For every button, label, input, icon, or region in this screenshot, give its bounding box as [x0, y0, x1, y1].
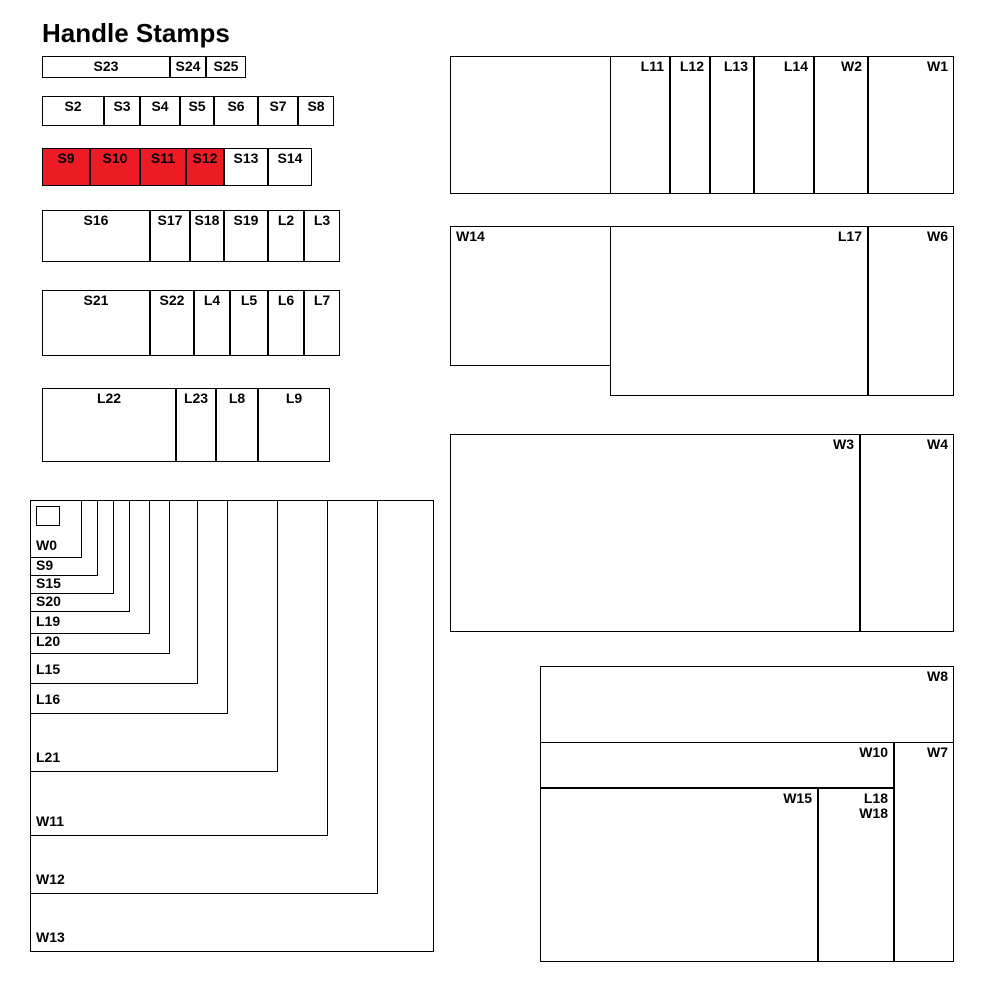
stamp-label-S9: S9 — [57, 151, 74, 166]
stamp-label-L8: L8 — [229, 391, 245, 406]
stamp-box-W3 — [450, 434, 860, 632]
stamp-label-S2: S2 — [64, 99, 81, 114]
stamp-label-L7: L7 — [314, 293, 330, 308]
stamp-label-S13: S13 — [234, 151, 259, 166]
stamp-box-L14 — [754, 56, 814, 194]
stamp-label-L3: L3 — [314, 213, 330, 228]
stamp-box-W6 — [868, 226, 954, 396]
stamp-label-S20: S20 — [36, 594, 61, 609]
stamp-box-W4 — [860, 434, 954, 632]
stamp-label-L13: L13 — [724, 59, 748, 74]
stamp-label-S22: S22 — [160, 293, 185, 308]
stamp-box-W10 — [540, 742, 894, 788]
stamp-box-W7 — [894, 742, 954, 962]
stamp-label-S24: S24 — [176, 59, 201, 74]
stamp-label-W6: W6 — [927, 229, 948, 244]
stamp-label-L2: L2 — [278, 213, 294, 228]
stamp-label-W12: W12 — [36, 872, 65, 887]
stamp-label-L17: L17 — [838, 229, 862, 244]
stamp-box-W1 — [868, 56, 954, 194]
stamp-box-L12 — [670, 56, 710, 194]
stamp-label-W1: W1 — [927, 59, 948, 74]
stamp-label-S10: S10 — [103, 151, 128, 166]
stamp-label-L6: L6 — [278, 293, 294, 308]
stamp-label-L20: L20 — [36, 634, 60, 649]
stamp-label-W14: W14 — [456, 229, 485, 244]
stamp-label-L5: L5 — [241, 293, 257, 308]
stamp-label-S17: S17 — [158, 213, 183, 228]
stamp-label-L16: L16 — [36, 692, 60, 707]
stamp-label-S14: S14 — [278, 151, 303, 166]
stamp-label-S9b: S9 — [36, 558, 53, 573]
page-title: Handle Stamps — [42, 18, 230, 49]
stamp-label-W11: W11 — [36, 814, 64, 829]
stamp-label-L15: L15 — [36, 662, 60, 677]
stamp-label-S4: S4 — [151, 99, 168, 114]
diagram-canvas: Handle Stamps S23 S24 S25 S2 S3 S4 S5 S6 S7 S8 S9 S1… — [0, 0, 1000, 1000]
stamp-label-S7: S7 — [269, 99, 286, 114]
stamp-label-S6: S6 — [227, 99, 244, 114]
stamp-label-L12: L12 — [680, 59, 704, 74]
stamp-label-S8: S8 — [307, 99, 324, 114]
stamp-label-L4: L4 — [204, 293, 220, 308]
stamp-label-W7: W7 — [927, 745, 948, 760]
stamp-label-S12: S12 — [193, 151, 218, 166]
stamp-box-W14 — [450, 226, 630, 366]
stamp-label-W13: W13 — [36, 930, 65, 945]
stamp-label-L18W18: L18W18 — [859, 791, 888, 822]
stamp-label-S19: S19 — [234, 213, 259, 228]
stamp-label-S5: S5 — [188, 99, 205, 114]
stamp-label-S3: S3 — [113, 99, 130, 114]
stamp-label-S21: S21 — [84, 293, 109, 308]
stamp-label-L21: L21 — [36, 750, 60, 765]
stamp-label-W3: W3 — [833, 437, 854, 452]
stamp-label-S16: S16 — [84, 213, 109, 228]
stamp-label-S23: S23 — [94, 59, 119, 74]
stamp-label-W4: W4 — [927, 437, 948, 452]
stamp-label-L23: L23 — [184, 391, 208, 406]
stamp-box-W2 — [814, 56, 868, 194]
stamp-label-S11: S11 — [151, 151, 175, 166]
stamp-label-L19: L19 — [36, 614, 60, 629]
stamp-label-W0: W0 — [36, 538, 57, 553]
stamp-label-L22: L22 — [97, 391, 121, 406]
stamp-box-W0i — [36, 506, 60, 526]
stamp-label-W8: W8 — [927, 669, 948, 684]
stamp-label-S15: S15 — [36, 576, 61, 591]
stamp-box-L17 — [610, 226, 868, 396]
stamp-label-W10: W10 — [859, 745, 888, 760]
stamp-box-L11 — [610, 56, 670, 194]
stamp-label-S18: S18 — [195, 213, 220, 228]
stamp-box-W15 — [540, 788, 818, 962]
stamp-label-W2: W2 — [841, 59, 862, 74]
stamp-label-L9: L9 — [286, 391, 302, 406]
stamp-label-L11: L11 — [641, 59, 664, 74]
stamp-label-W15: W15 — [783, 791, 812, 806]
stamp-label-L14: L14 — [784, 59, 808, 74]
stamp-label-S25: S25 — [214, 59, 239, 74]
stamp-box-L13 — [710, 56, 754, 194]
